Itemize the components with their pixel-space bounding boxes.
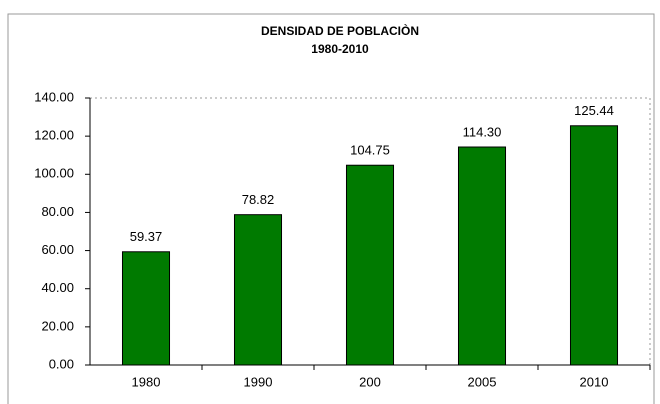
y-tick-label: 140.00 bbox=[34, 89, 74, 104]
bar bbox=[345, 164, 395, 366]
y-tick-label: 60.00 bbox=[41, 242, 74, 257]
chart-frame bbox=[7, 13, 655, 404]
plot-frame bbox=[90, 97, 651, 365]
value-label: 125.44 bbox=[574, 103, 614, 118]
chart-title: DENSIDAD DE POBLACIÒN bbox=[261, 23, 419, 38]
y-tick-label: 100.00 bbox=[34, 166, 74, 181]
y-tick-label: 40.00 bbox=[41, 280, 74, 295]
y-tick-label: 120.00 bbox=[34, 128, 74, 143]
x-tick-label: 2005 bbox=[468, 374, 497, 389]
x-tick-label: 1990 bbox=[244, 374, 273, 389]
value-label: 59.37 bbox=[130, 229, 163, 244]
value-label: 78.82 bbox=[242, 192, 275, 207]
bar bbox=[233, 214, 283, 366]
value-label: 104.75 bbox=[350, 143, 390, 158]
y-tick-label: 20.00 bbox=[41, 318, 74, 333]
x-tick-label: 1980 bbox=[132, 374, 161, 389]
bar bbox=[457, 146, 507, 366]
y-tick-label: 80.00 bbox=[41, 204, 74, 219]
y-tick-label: 0.00 bbox=[49, 356, 74, 371]
x-tick-label: 200 bbox=[359, 374, 381, 389]
x-tick-label: 2010 bbox=[580, 374, 609, 389]
value-label: 114.30 bbox=[463, 124, 502, 139]
chart-subtitle: 1980-2010 bbox=[311, 42, 369, 56]
bar bbox=[569, 125, 619, 366]
bar bbox=[121, 251, 171, 366]
